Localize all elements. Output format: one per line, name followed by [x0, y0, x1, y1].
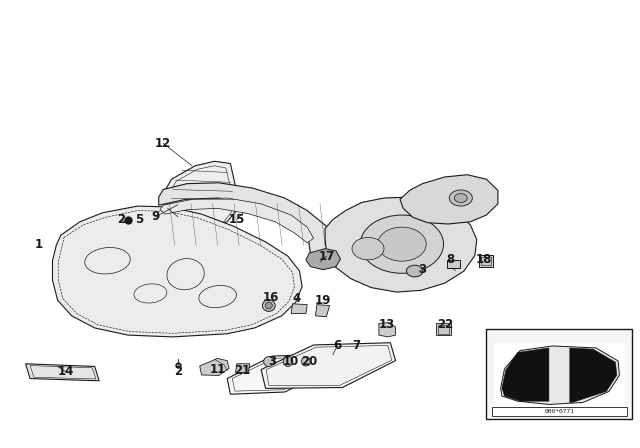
- Polygon shape: [500, 346, 620, 405]
- Text: 000*0771: 000*0771: [545, 409, 574, 414]
- Text: 10: 10: [283, 355, 300, 368]
- Circle shape: [454, 194, 467, 202]
- Polygon shape: [447, 260, 460, 268]
- Circle shape: [378, 227, 426, 261]
- Bar: [492, 407, 627, 416]
- Circle shape: [406, 265, 423, 277]
- Polygon shape: [502, 348, 549, 401]
- Bar: [486, 329, 632, 419]
- Text: 15: 15: [228, 213, 245, 226]
- Polygon shape: [26, 364, 99, 381]
- Text: 2: 2: [118, 213, 125, 226]
- Text: 8: 8: [446, 253, 454, 267]
- Circle shape: [449, 190, 472, 206]
- Polygon shape: [436, 323, 451, 335]
- Text: 22: 22: [436, 318, 453, 332]
- Circle shape: [352, 237, 384, 260]
- Text: 20: 20: [301, 355, 317, 368]
- Polygon shape: [379, 323, 396, 337]
- Text: 19: 19: [315, 293, 332, 307]
- Text: 5: 5: [136, 213, 143, 226]
- Circle shape: [360, 215, 444, 273]
- Bar: [494, 343, 625, 408]
- Polygon shape: [291, 304, 307, 314]
- Ellipse shape: [266, 302, 273, 309]
- Polygon shape: [227, 354, 330, 394]
- Text: 3: 3: [268, 355, 276, 368]
- Ellipse shape: [262, 300, 275, 311]
- Polygon shape: [570, 348, 617, 402]
- Text: 13: 13: [379, 318, 396, 332]
- Text: 7: 7: [353, 339, 360, 353]
- Polygon shape: [160, 198, 314, 243]
- Text: 17: 17: [318, 250, 335, 263]
- Text: 3: 3: [419, 263, 426, 276]
- Ellipse shape: [264, 357, 274, 366]
- Text: 2: 2: [174, 365, 182, 379]
- Polygon shape: [236, 364, 250, 373]
- Text: 12: 12: [155, 137, 172, 150]
- Text: 9: 9: [152, 210, 159, 224]
- Text: 14: 14: [58, 365, 74, 379]
- Polygon shape: [306, 249, 340, 270]
- Text: 16: 16: [262, 291, 279, 305]
- Text: 18: 18: [476, 253, 492, 267]
- Text: 4: 4: [292, 292, 300, 306]
- Polygon shape: [400, 175, 498, 224]
- Text: 21: 21: [234, 364, 250, 377]
- Polygon shape: [163, 161, 240, 228]
- Polygon shape: [200, 358, 229, 375]
- Polygon shape: [316, 305, 330, 317]
- Ellipse shape: [283, 357, 293, 366]
- Polygon shape: [325, 197, 477, 292]
- Ellipse shape: [301, 357, 310, 366]
- Text: 6: 6: [333, 339, 341, 353]
- Polygon shape: [52, 206, 302, 337]
- Polygon shape: [479, 255, 493, 267]
- Polygon shape: [261, 343, 396, 388]
- Polygon shape: [159, 183, 332, 253]
- Text: 1: 1: [35, 237, 42, 251]
- Text: 11: 11: [209, 363, 226, 376]
